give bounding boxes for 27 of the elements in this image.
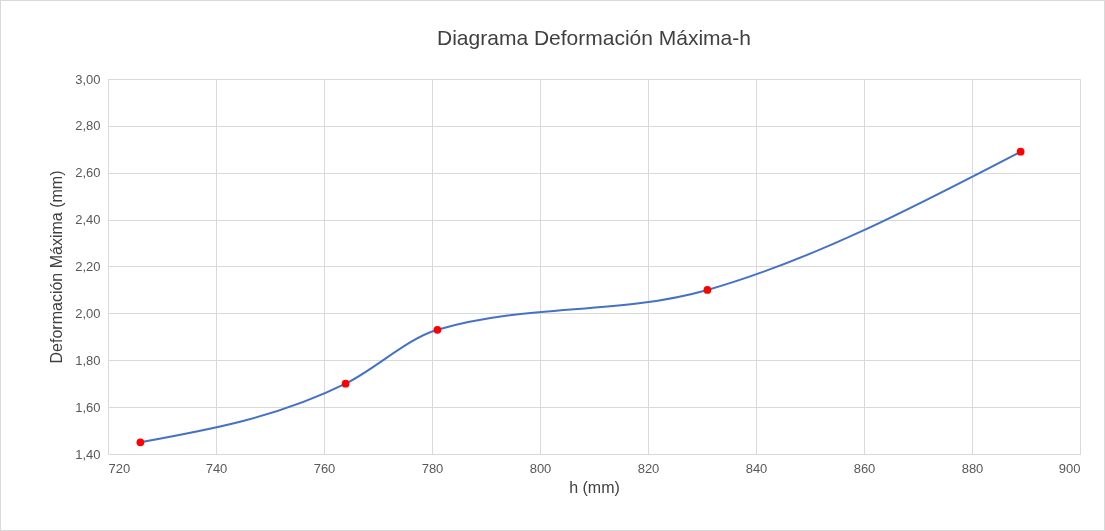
y-tick-label: 2,00 [75,305,101,321]
x-tick-label: 760 [313,460,336,476]
x-tick-label: 860 [853,460,876,476]
chart-title: Diagrama Deformación Máxima-h [437,26,751,49]
point [341,379,350,388]
x-tick-label: 840 [745,460,768,476]
y-tick-label: 2,80 [75,118,101,134]
point [703,286,712,294]
y-tick-label: 1,40 [75,446,101,462]
x-tick-label: 740 [205,460,228,476]
y-axis-title: Deformación Máxima (mm) [48,170,66,364]
y-tick-label: 1,60 [75,399,101,415]
y-tick-label: 2,40 [75,212,101,228]
x-axis-title: h (mm) [569,478,620,496]
x-tick-label: 880 [961,460,984,476]
x-tick-label: 820 [637,460,660,476]
point [1016,147,1025,156]
y-tick-label: 2,20 [75,259,101,274]
point [136,438,145,447]
x-tick-label: 720 [108,460,131,476]
y-tick-label: 2,60 [75,165,101,181]
point [433,325,442,334]
x-tick-label: 900 [1058,460,1081,476]
y-tick-label: 1,80 [75,352,101,368]
x-tick-label: 780 [421,460,444,476]
y-tick-label: 3,00 [75,71,101,87]
x-tick-label: 800 [529,460,552,476]
